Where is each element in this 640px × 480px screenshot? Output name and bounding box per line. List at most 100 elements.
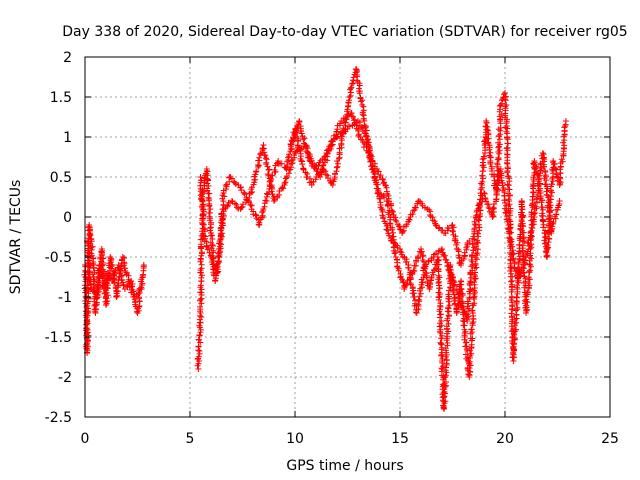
data-point-marker xyxy=(358,98,364,105)
data-point-marker xyxy=(464,311,471,318)
data-point-marker xyxy=(545,239,552,246)
data-point-marker xyxy=(200,225,207,232)
data-point-marker xyxy=(320,162,327,168)
data-point-marker xyxy=(539,206,546,213)
data-point-marker xyxy=(504,218,511,225)
data-point-marker xyxy=(524,289,531,296)
data-point-marker xyxy=(487,161,494,167)
data-point-marker xyxy=(89,271,96,278)
data-point-marker xyxy=(115,277,122,284)
data-point-marker xyxy=(99,255,106,262)
data-point-marker xyxy=(494,160,501,167)
data-point-marker xyxy=(481,138,488,145)
data-point-marker xyxy=(113,294,120,300)
data-point-marker xyxy=(305,154,312,161)
data-point-marker xyxy=(374,190,381,197)
data-point-marker xyxy=(490,213,497,219)
data-point-marker xyxy=(544,252,551,259)
data-point-marker xyxy=(494,182,501,189)
data-point-marker xyxy=(556,178,563,185)
data-point-marker xyxy=(296,119,303,125)
data-point-marker xyxy=(450,274,456,281)
data-point-marker xyxy=(509,306,516,313)
data-point-marker xyxy=(380,215,387,222)
data-point-marker xyxy=(450,278,457,285)
data-point-marker xyxy=(439,246,445,252)
data-point-marker xyxy=(262,152,269,159)
data-point-marker xyxy=(100,271,107,278)
data-point-marker xyxy=(415,296,422,303)
data-point-marker xyxy=(495,154,502,161)
data-point-marker xyxy=(460,256,467,262)
data-point-marker xyxy=(534,191,541,198)
data-point-marker xyxy=(479,178,486,185)
data-point-marker xyxy=(483,198,489,205)
data-point-marker xyxy=(391,250,398,257)
data-point-marker xyxy=(297,146,304,153)
data-point-marker xyxy=(85,257,92,264)
data-point-marker xyxy=(259,209,265,216)
data-point-marker xyxy=(207,224,214,231)
data-point-marker xyxy=(532,210,539,216)
data-point-marker xyxy=(503,102,510,108)
data-point-marker xyxy=(253,212,260,219)
data-point-marker xyxy=(470,247,477,254)
data-point-marker xyxy=(440,393,447,400)
data-point-marker xyxy=(197,319,204,326)
y-axis-label: SDTVAR / TECUs xyxy=(8,180,24,295)
data-point-marker xyxy=(410,287,417,294)
data-point-marker xyxy=(308,182,315,188)
data-point-marker xyxy=(484,127,491,133)
data-point-marker xyxy=(540,224,547,231)
data-point-marker xyxy=(443,364,449,371)
data-point-marker xyxy=(504,169,511,176)
data-point-marker xyxy=(542,234,549,241)
data-point-marker xyxy=(418,248,425,255)
data-point-marker xyxy=(268,188,275,195)
data-point-marker xyxy=(378,206,385,212)
data-point-marker xyxy=(255,162,262,169)
data-point-marker xyxy=(359,111,366,118)
data-point-marker xyxy=(84,326,91,333)
data-point-marker xyxy=(99,261,106,268)
data-point-marker xyxy=(403,258,410,265)
data-point-marker xyxy=(226,174,233,181)
data-point-marker xyxy=(396,226,403,233)
data-point-marker xyxy=(411,268,418,275)
data-point-marker xyxy=(425,258,432,265)
data-point-marker xyxy=(441,252,447,259)
data-point-marker xyxy=(89,243,96,250)
data-point-marker xyxy=(497,102,504,108)
y-tick-label: -1.5 xyxy=(45,330,72,346)
data-point-marker xyxy=(541,240,548,247)
data-point-marker xyxy=(495,156,502,163)
data-point-marker xyxy=(298,130,305,137)
data-point-marker xyxy=(520,223,527,230)
data-point-marker xyxy=(294,147,301,154)
data-point-marker xyxy=(347,85,354,92)
data-point-marker xyxy=(516,256,523,263)
data-point-marker xyxy=(562,123,569,130)
data-point-marker xyxy=(489,206,496,213)
data-point-marker xyxy=(526,268,532,275)
data-point-marker xyxy=(471,236,478,243)
data-point-marker xyxy=(511,331,517,338)
data-point-marker xyxy=(114,292,121,299)
data-point-marker xyxy=(387,202,394,209)
data-point-marker xyxy=(104,280,111,287)
data-point-marker xyxy=(410,207,417,214)
data-point-marker xyxy=(535,175,542,182)
data-point-marker xyxy=(509,251,516,258)
data-point-marker xyxy=(232,200,238,207)
data-point-marker xyxy=(505,226,512,233)
data-point-marker xyxy=(205,177,211,184)
data-point-marker xyxy=(356,90,363,97)
data-point-marker xyxy=(541,163,548,170)
data-point-marker xyxy=(472,222,479,229)
data-point-marker xyxy=(209,241,216,248)
data-point-marker xyxy=(416,293,423,300)
data-point-marker xyxy=(502,97,509,104)
data-point-marker xyxy=(558,156,565,163)
data-point-marker xyxy=(281,180,288,187)
data-point-marker xyxy=(285,154,292,161)
